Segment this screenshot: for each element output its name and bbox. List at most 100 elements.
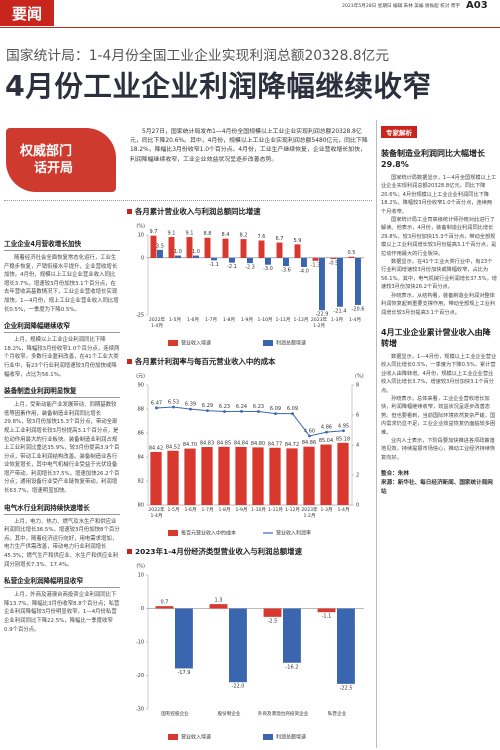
section-heading: 工业企业4月营收增长加快 [4, 238, 120, 251]
paragraph: 业内人士表示，下阶段要加快推进各项政策落地见效，持续提振市场信心，推动工业经济持… [381, 437, 496, 461]
paragraph: 孙晓表示，从结构看，装备制造业利润对整体利润恢复起到重要支撑作用，带动全部规上工… [381, 292, 496, 316]
bar [319, 257, 325, 311]
paragraph: 孙晓表示，总体来看，工业企业营收增长加快，利润降幅继续收窄，效益状况呈逐步改善态… [381, 395, 496, 436]
bar [155, 606, 174, 609]
point [325, 430, 328, 434]
bar [184, 448, 196, 505]
data-label: 6.09 [287, 406, 298, 412]
data-label: -1.3 [311, 262, 321, 268]
legend-swatch [263, 734, 273, 740]
x-tick-label: 1-8月 [218, 508, 231, 513]
y-tick-label: -20 [136, 673, 144, 679]
data-label: 8.4 [222, 232, 230, 238]
rule [0, 27, 500, 28]
page-number: A03 [466, 0, 488, 11]
data-label: 6.23 [253, 404, 264, 410]
x-tick-label: 1-8月 [222, 318, 236, 323]
x-tick-label: 私营企业 [327, 712, 347, 717]
data-label: 9.1 [168, 231, 176, 237]
paragraph: 国家统计局工业司高级统计师孙晓对此进行了解读。他表示，4月份，装备制造业利润同比… [381, 217, 497, 257]
chart-svg: 各月累计利润率与每百元营业收入中的成本(元) (%)808284868890024… [127, 357, 364, 537]
bar [330, 257, 337, 259]
data-label: 7.6 [258, 234, 266, 240]
title-icon [127, 549, 132, 554]
data-label: -22.0 [231, 684, 244, 690]
dateline: 2023年5月28日 星期日 编辑 朱林 美编 谢振超 校对 周宇 [342, 4, 460, 9]
x-tick-label: 1-6月 [186, 318, 200, 323]
section-heading: 私营企业利润降幅明显收窄 [4, 575, 120, 589]
legend-label: 营业收入利润率 [276, 530, 311, 537]
point [342, 429, 345, 433]
data-label: 0.7 [161, 600, 169, 606]
point [172, 405, 175, 409]
lead-text: 5月27日，国家统计局发布1—4月份全国规模以上工业企业实现利润总额20328.… [130, 129, 368, 163]
x-tick-label: 1-6月 [184, 508, 197, 513]
data-label: 84.83 [200, 441, 214, 447]
legend-label: 每百元营业收入中的成本 [181, 530, 236, 537]
point [274, 412, 277, 416]
bar [252, 447, 264, 505]
data-label: 8.8 [204, 231, 212, 237]
bar [222, 238, 229, 258]
bar [150, 451, 162, 505]
point [291, 412, 294, 416]
data-label: -22.9 [316, 312, 329, 318]
bar [235, 446, 247, 505]
chart: 各月累计利润率与每百元营业收入中的成本 (元) (%) 80 82 84 86 88 90 0 2 4… [124, 353, 372, 541]
data-label: 6.24 [236, 404, 247, 410]
bar [175, 608, 193, 669]
badge: 权威部门 话开局 [6, 128, 116, 192]
legend-label: 营业收入增速 [181, 734, 211, 741]
column-heading: 装备制造业利润同比大幅增长29.8% [381, 149, 485, 169]
bar [193, 255, 199, 258]
x-tick-label: 1-12月 [284, 508, 301, 513]
bar [337, 608, 355, 684]
data-label: 84.42 [149, 445, 163, 451]
y-tick-label: 10 [138, 233, 144, 239]
y-tick-label: 10 [138, 573, 144, 579]
point [257, 410, 260, 413]
x-tick-label: 2022年1-4月 [148, 318, 166, 329]
bar [218, 446, 230, 505]
data-label: -2.3 [245, 265, 255, 271]
data-label: -3.0 [263, 266, 273, 272]
x-tick-label: 1-9月 [235, 508, 248, 513]
legend-swatch [168, 734, 178, 740]
point [308, 434, 311, 438]
data-label: 6.7 [276, 236, 284, 242]
data-label: 1.0 [174, 249, 182, 255]
section-text: 上月，外商及港澳台商投资企业利润同比下降13.7%，降幅比3月份收窄8.8个百分… [4, 592, 120, 633]
bar [168, 237, 175, 258]
bar [337, 442, 349, 505]
chart-svg: 各月累计营业收入与利润总额同比增速 (%) -25 0 10 9.7 9.1 9.1 8.8 8.… [127, 207, 364, 347]
y2-tick-label: 8 [356, 383, 359, 389]
point [223, 410, 226, 413]
y-axis-label: (%) [136, 224, 145, 230]
data-label: 6.39 [185, 402, 196, 408]
legend-swatch [263, 340, 273, 346]
chart-svg: 2023年1-4月份经济类型营业收入与利润总额增速 (%) -30 -20 -10 0 10… [127, 547, 364, 741]
data-label: -16.2 [285, 664, 298, 670]
y2-tick-label: 0 [356, 503, 359, 509]
bar [229, 608, 247, 683]
credit: 整合：朱林 [381, 471, 409, 478]
bar [276, 242, 283, 258]
data-label: 84.84 [234, 440, 248, 446]
section-heading: 装备制造业利润明显恢复 [4, 385, 120, 399]
section-heading: 电气水行业利润持续快速增长 [4, 502, 120, 515]
data-label: -2.1 [227, 264, 237, 270]
y-tick-label: 0 [141, 255, 144, 261]
badge-line: 话开局 [34, 161, 74, 176]
y2-axis-label: (%) [355, 374, 364, 380]
paragraph: 数据显示，在41个工业大类行业中，有23个行业利润增速较3月份加快或降幅收窄，占… [381, 259, 497, 291]
bar [229, 257, 235, 263]
data-label: -0.5 [329, 261, 339, 267]
data-label: 84.70 [183, 442, 197, 448]
bar [209, 604, 228, 609]
data-label: 85.04 [319, 438, 333, 444]
bar [294, 244, 301, 258]
bar [312, 257, 319, 261]
data-label: 4.60 [304, 429, 315, 435]
data-label: 6.47 [151, 400, 162, 406]
legend-label: 营业收入增速 [181, 340, 211, 347]
